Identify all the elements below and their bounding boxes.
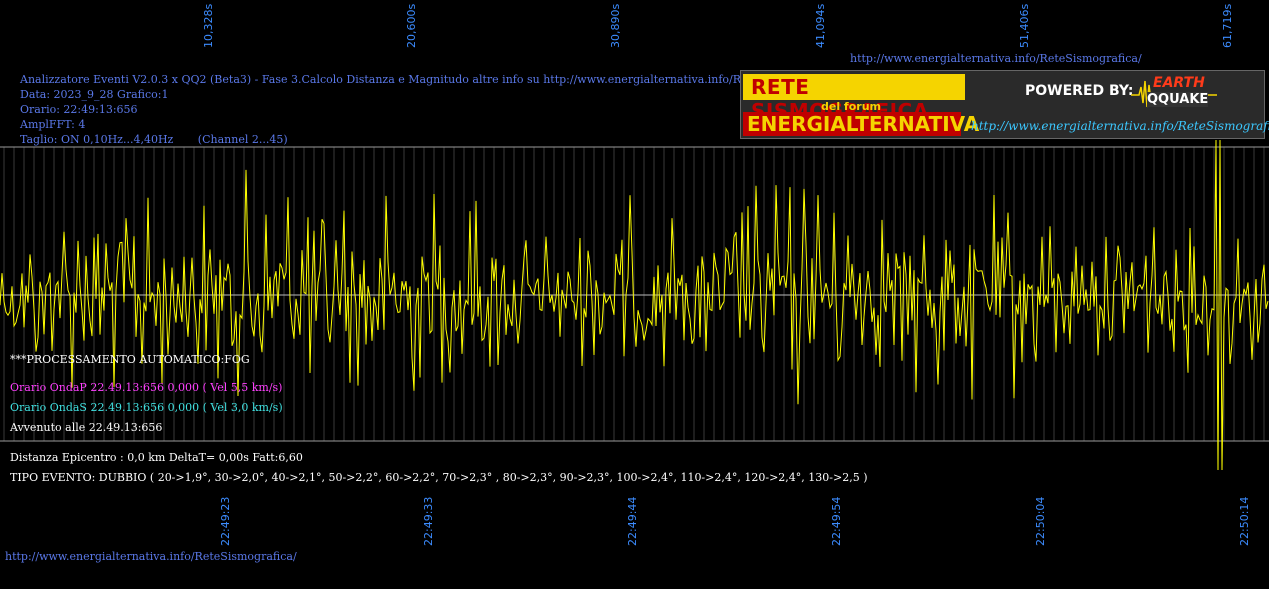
rete-sismografica-logo[interactable]: RETE SISMOGRAFICA del forum ENERGIALTERN… — [740, 70, 1269, 139]
bottom-time-tick: 22:49:33 — [422, 496, 435, 546]
bottom-time-tick: 22:49:23 — [219, 496, 232, 546]
logo-title-top-band: RETE SISMOGRAFICA — [743, 74, 965, 123]
bottom-url-link[interactable]: http://www.energialternativa.info/ReteSi… — [5, 550, 297, 563]
bottom-time-tick: 22:49:54 — [830, 496, 843, 546]
logo-powered-by: POWERED BY: — [1025, 83, 1134, 99]
epicenter-distance: Distanza Epicentro : 0,0 km DeltaT= 0,00… — [10, 451, 303, 464]
processing-status: ***PROCESSAMENTO AUTOMATICO:FOG — [10, 353, 250, 366]
top-time-tick: 61,719s — [1221, 3, 1234, 48]
logo-url[interactable]: http://www.energialternativa.info/ReteSi… — [971, 119, 1269, 133]
onda-p-time: Orario OndaP 22.49.13:656 0,000 ( Vel 5,… — [10, 381, 283, 394]
top-time-tick: 51,406s — [1018, 3, 1031, 48]
event-time: Avvenuto alle 22.49.13:656 — [10, 421, 163, 434]
header-time: Orario: 22:49:13:656 — [20, 103, 138, 116]
top-url-link[interactable]: http://www.energialternativa.info/ReteSi… — [850, 52, 1142, 65]
seismic-trace — [0, 139, 1269, 471]
top-time-tick: 10,328s — [202, 3, 215, 48]
header-title: Analizzatore Eventi V2.0.3 x QQ2 (Beta3)… — [20, 73, 786, 86]
earthquake-logo: EARTH QQUAKE — [1131, 75, 1217, 109]
logo-earth: EARTH — [1153, 75, 1205, 91]
bottom-time-tick: 22:49:44 — [626, 496, 639, 546]
header-amplfft: AmplFFT: 4 — [20, 118, 86, 131]
header-date: Data: 2023_9_28 Grafico:1 — [20, 88, 169, 101]
logo-quake: QQUAKE — [1147, 92, 1209, 107]
logo-title-bottom: ENERGIALTERNATIVA — [747, 112, 980, 136]
bottom-time-tick: 22:50:14 — [1238, 496, 1251, 546]
onda-s-time: Orario OndaS 22.49.13:656 0,000 ( Vel 3,… — [10, 401, 283, 414]
logo-subtitle: del forum — [821, 100, 881, 113]
event-type: TIPO EVENTO: DUBBIO ( 20->1,9°, 30->2,0°… — [10, 471, 868, 484]
time-grid — [3, 147, 1265, 441]
top-time-tick: 41,094s — [814, 3, 827, 48]
logo-title-bottom-band: ENERGIALTERNATIVA — [743, 112, 979, 136]
header-filter: Taglio: ON 0,10Hz...4,40Hz (Channel 2...… — [20, 133, 288, 146]
top-time-tick: 20,600s — [405, 3, 418, 48]
bottom-time-tick: 22:50:04 — [1034, 496, 1047, 546]
top-time-tick: 30,890s — [609, 3, 622, 48]
